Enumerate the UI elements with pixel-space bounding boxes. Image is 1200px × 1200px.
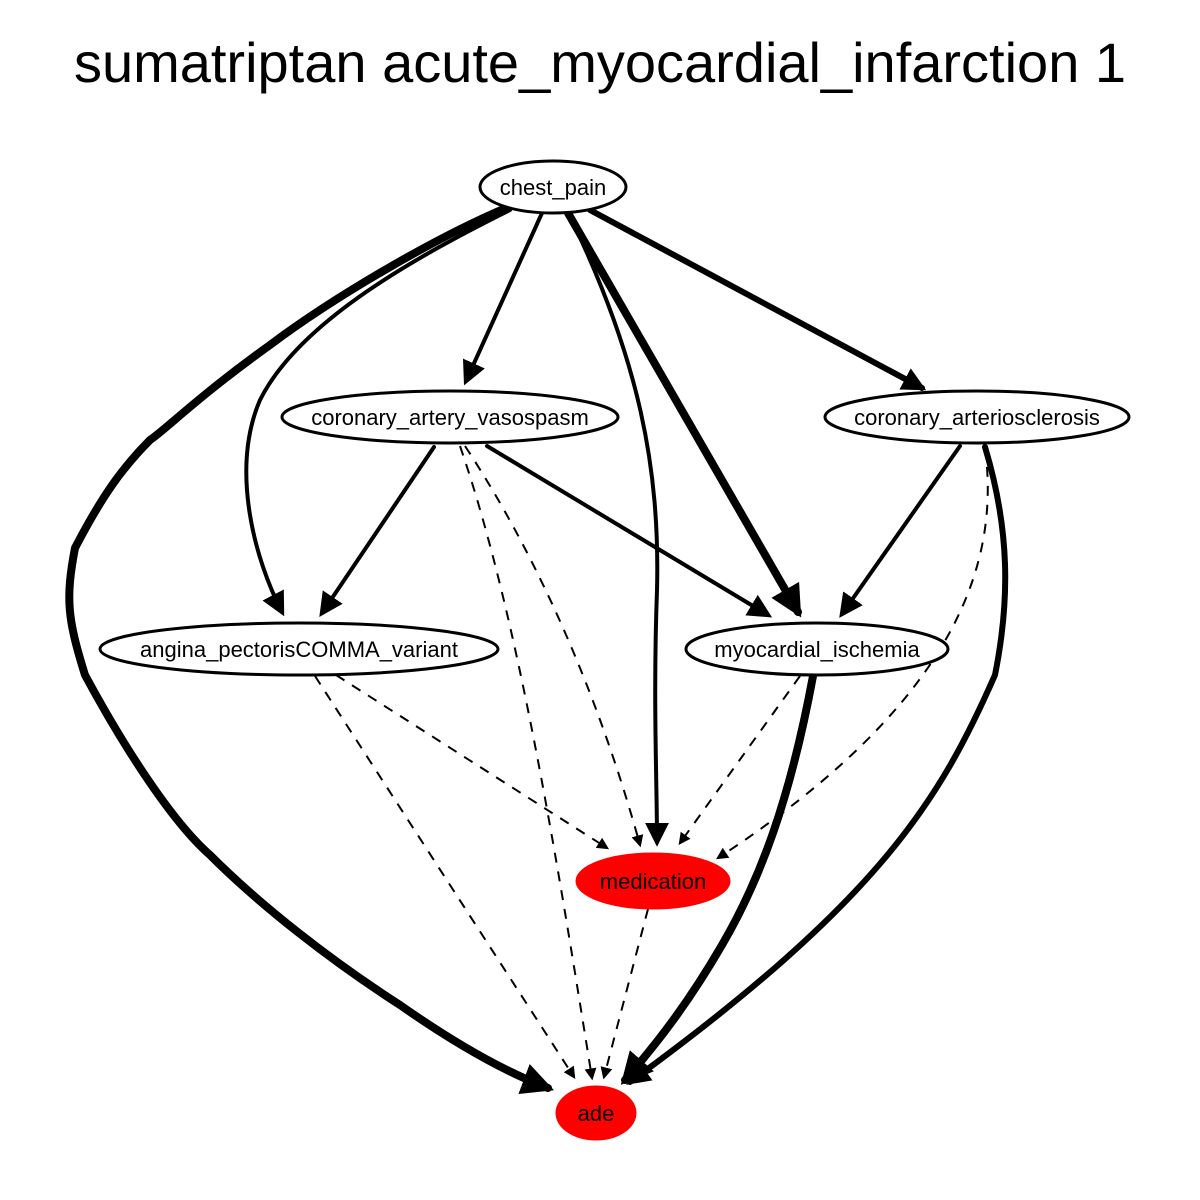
edge-angina-pectoris-variant-to-medication: [335, 674, 610, 850]
node-shape: [575, 852, 731, 910]
node-label: myocardial_ischemia: [714, 637, 920, 662]
edge-coronary-artery-vasospasm-to-ade: [459, 445, 597, 1081]
edge-chest-pain-to-coronary-arteriosclerosis: [587, 207, 927, 391]
node-coronary-arteriosclerosis: coronary_arteriosclerosis: [823, 389, 1131, 445]
node-shape: [684, 621, 950, 677]
node-myocardial-ischemia: myocardial_ischemia: [684, 621, 950, 677]
node-ade: ade: [555, 1085, 637, 1141]
node-chest-pain: chest_pain: [478, 159, 628, 215]
edge-medication-to-ade: [600, 908, 649, 1080]
edge-chest-pain-to-angina-pectoris-variant: [244, 208, 512, 617]
nodes-layer: chest_pain coronary_artery_vasospasm coron…: [98, 159, 1131, 1141]
edge-coronary-artery-vasospasm-to-angina-pectoris-variant: [319, 445, 436, 617]
node-label: ade: [578, 1101, 615, 1126]
node-shape: [823, 389, 1131, 445]
edge-myocardial-ischemia-to-medication: [678, 675, 801, 845]
edge-coronary-arteriosclerosis-to-ade: [626, 444, 1009, 1085]
edge-chest-pain-to-coronary-artery-vasospasm: [462, 211, 544, 386]
edge-chest-pain-to-ade: [65, 203, 554, 1094]
edge-coronary-artery-vasospasm-to-medication: [464, 445, 644, 848]
node-label: coronary_arteriosclerosis: [854, 405, 1100, 430]
page-title: sumatriptan acute_myocardial_infarction …: [74, 31, 1126, 94]
node-label: chest_pain: [500, 175, 606, 200]
edge-coronary-arteriosclerosis-to-medication: [715, 447, 989, 860]
node-medication: medication: [575, 852, 731, 910]
node-label: medication: [600, 869, 706, 894]
edge-angina-pectoris-variant-to-ade: [314, 675, 576, 1080]
edge-chest-pain-to-medication: [566, 210, 669, 847]
node-label: angina_pectorisCOMMA_variant: [140, 637, 458, 662]
node-shape: [98, 621, 500, 677]
node-shape: [478, 159, 628, 215]
node-label: coronary_artery_vasospasm: [311, 405, 589, 430]
edge-coronary-arteriosclerosis-to-myocardial-ischemia: [839, 444, 962, 618]
edge-coronary-artery-vasospasm-to-myocardial-ischemia: [485, 444, 773, 618]
edges-layer: [65, 203, 1009, 1094]
node-shape: [280, 389, 620, 445]
node-shape: [555, 1085, 637, 1141]
edge-myocardial-ischemia-to-ade: [620, 672, 817, 1085]
node-coronary-artery-vasospasm: coronary_artery_vasospasm: [280, 389, 620, 445]
node-angina-pectoris-variant: angina_pectorisCOMMA_variant: [98, 621, 500, 677]
edge-chest-pain-to-myocardial-ischemia: [564, 209, 802, 618]
